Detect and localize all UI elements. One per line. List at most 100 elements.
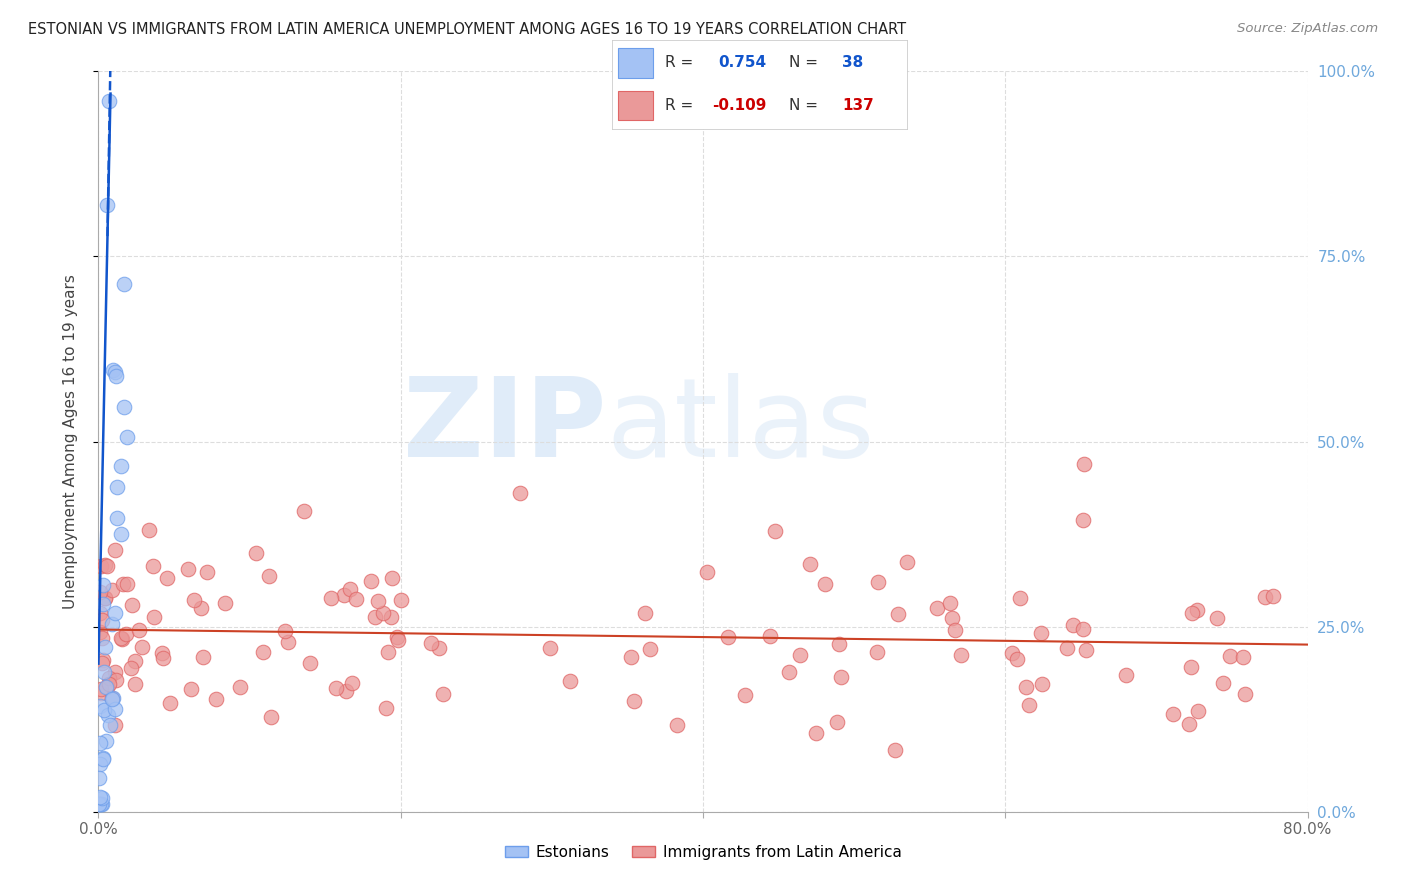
Point: [89, 606, 111, 620]
Point: [884, 743, 907, 757]
Point: [111, 632, 134, 647]
Point: [1071, 513, 1094, 527]
Point: [110, 458, 132, 473]
Bar: [617, 91, 652, 120]
Point: [666, 718, 689, 732]
Point: [1031, 677, 1053, 691]
Point: [96, 734, 118, 748]
Point: [385, 631, 408, 645]
Point: [1180, 607, 1202, 621]
Point: [104, 369, 127, 384]
Point: [259, 709, 281, 723]
Point: [128, 623, 150, 637]
Point: [1062, 617, 1084, 632]
Point: [100, 616, 122, 631]
Text: ESTONIAN VS IMMIGRANTS FROM LATIN AMERICA UNEMPLOYMENT AMONG AGES 16 TO 19 YEARS: ESTONIAN VS IMMIGRANTS FROM LATIN AMERIC…: [28, 22, 907, 37]
Point: [89, 698, 111, 713]
Point: [104, 542, 127, 557]
Point: [245, 546, 267, 560]
Point: [259, 569, 281, 583]
Text: N =: N =: [789, 98, 818, 113]
Point: [380, 610, 402, 624]
Point: [1233, 686, 1256, 700]
Point: [432, 687, 454, 701]
Point: [91, 578, 114, 592]
Point: [292, 504, 315, 518]
Point: [340, 676, 363, 690]
Point: [90, 797, 112, 812]
Point: [89, 756, 111, 771]
Point: [360, 574, 382, 589]
Point: [96, 680, 118, 694]
Point: [97, 671, 120, 685]
Point: [1187, 704, 1209, 718]
Point: [1254, 591, 1277, 605]
Point: [90, 797, 112, 812]
Point: [183, 593, 205, 607]
Point: [124, 654, 146, 668]
Text: Source: ZipAtlas.com: Source: ZipAtlas.com: [1237, 22, 1378, 36]
Point: [100, 583, 122, 598]
Point: [98, 94, 121, 108]
Point: [105, 511, 128, 525]
Point: [339, 582, 361, 596]
Point: [112, 577, 135, 591]
Bar: [617, 48, 652, 78]
Point: [1212, 675, 1234, 690]
Point: [229, 680, 252, 694]
Point: [89, 797, 111, 812]
Point: [112, 277, 135, 291]
Point: [1185, 603, 1208, 617]
Point: [620, 650, 643, 665]
Point: [91, 751, 114, 765]
Point: [94, 591, 117, 606]
Point: [142, 559, 165, 574]
Point: [1232, 650, 1254, 665]
Point: [1015, 680, 1038, 694]
Text: 38: 38: [842, 55, 863, 70]
Text: 0.754: 0.754: [718, 55, 766, 70]
Point: [778, 665, 800, 680]
Point: [1261, 589, 1284, 603]
Point: [333, 588, 356, 602]
Point: [814, 577, 837, 591]
Point: [381, 571, 404, 585]
Point: [319, 591, 342, 605]
Point: [427, 640, 450, 655]
Point: [389, 593, 412, 607]
Point: [93, 558, 115, 572]
Point: [633, 606, 655, 620]
Point: [115, 577, 138, 591]
Point: [939, 596, 962, 610]
Point: [180, 682, 202, 697]
Point: [1056, 641, 1078, 656]
Point: [758, 629, 780, 643]
Point: [101, 690, 124, 705]
Point: [799, 557, 821, 571]
Point: [1115, 668, 1137, 682]
Point: [717, 631, 740, 645]
Point: [896, 555, 918, 569]
Point: [100, 692, 122, 706]
Point: [191, 650, 214, 665]
Point: [827, 714, 849, 729]
Point: [91, 613, 114, 627]
Point: [1074, 643, 1097, 657]
Point: [150, 646, 173, 660]
Point: [367, 593, 389, 607]
Point: [1018, 698, 1040, 712]
Point: [120, 661, 142, 675]
Point: [375, 701, 398, 715]
Point: [363, 610, 385, 624]
Point: [734, 689, 756, 703]
Point: [91, 653, 114, 667]
Point: [89, 771, 111, 785]
Point: [696, 565, 718, 579]
Point: [89, 790, 111, 805]
Point: [91, 597, 114, 611]
Point: [124, 676, 146, 690]
Point: [112, 400, 135, 414]
Point: [96, 197, 118, 211]
Point: [105, 480, 128, 494]
Point: [1008, 591, 1031, 605]
